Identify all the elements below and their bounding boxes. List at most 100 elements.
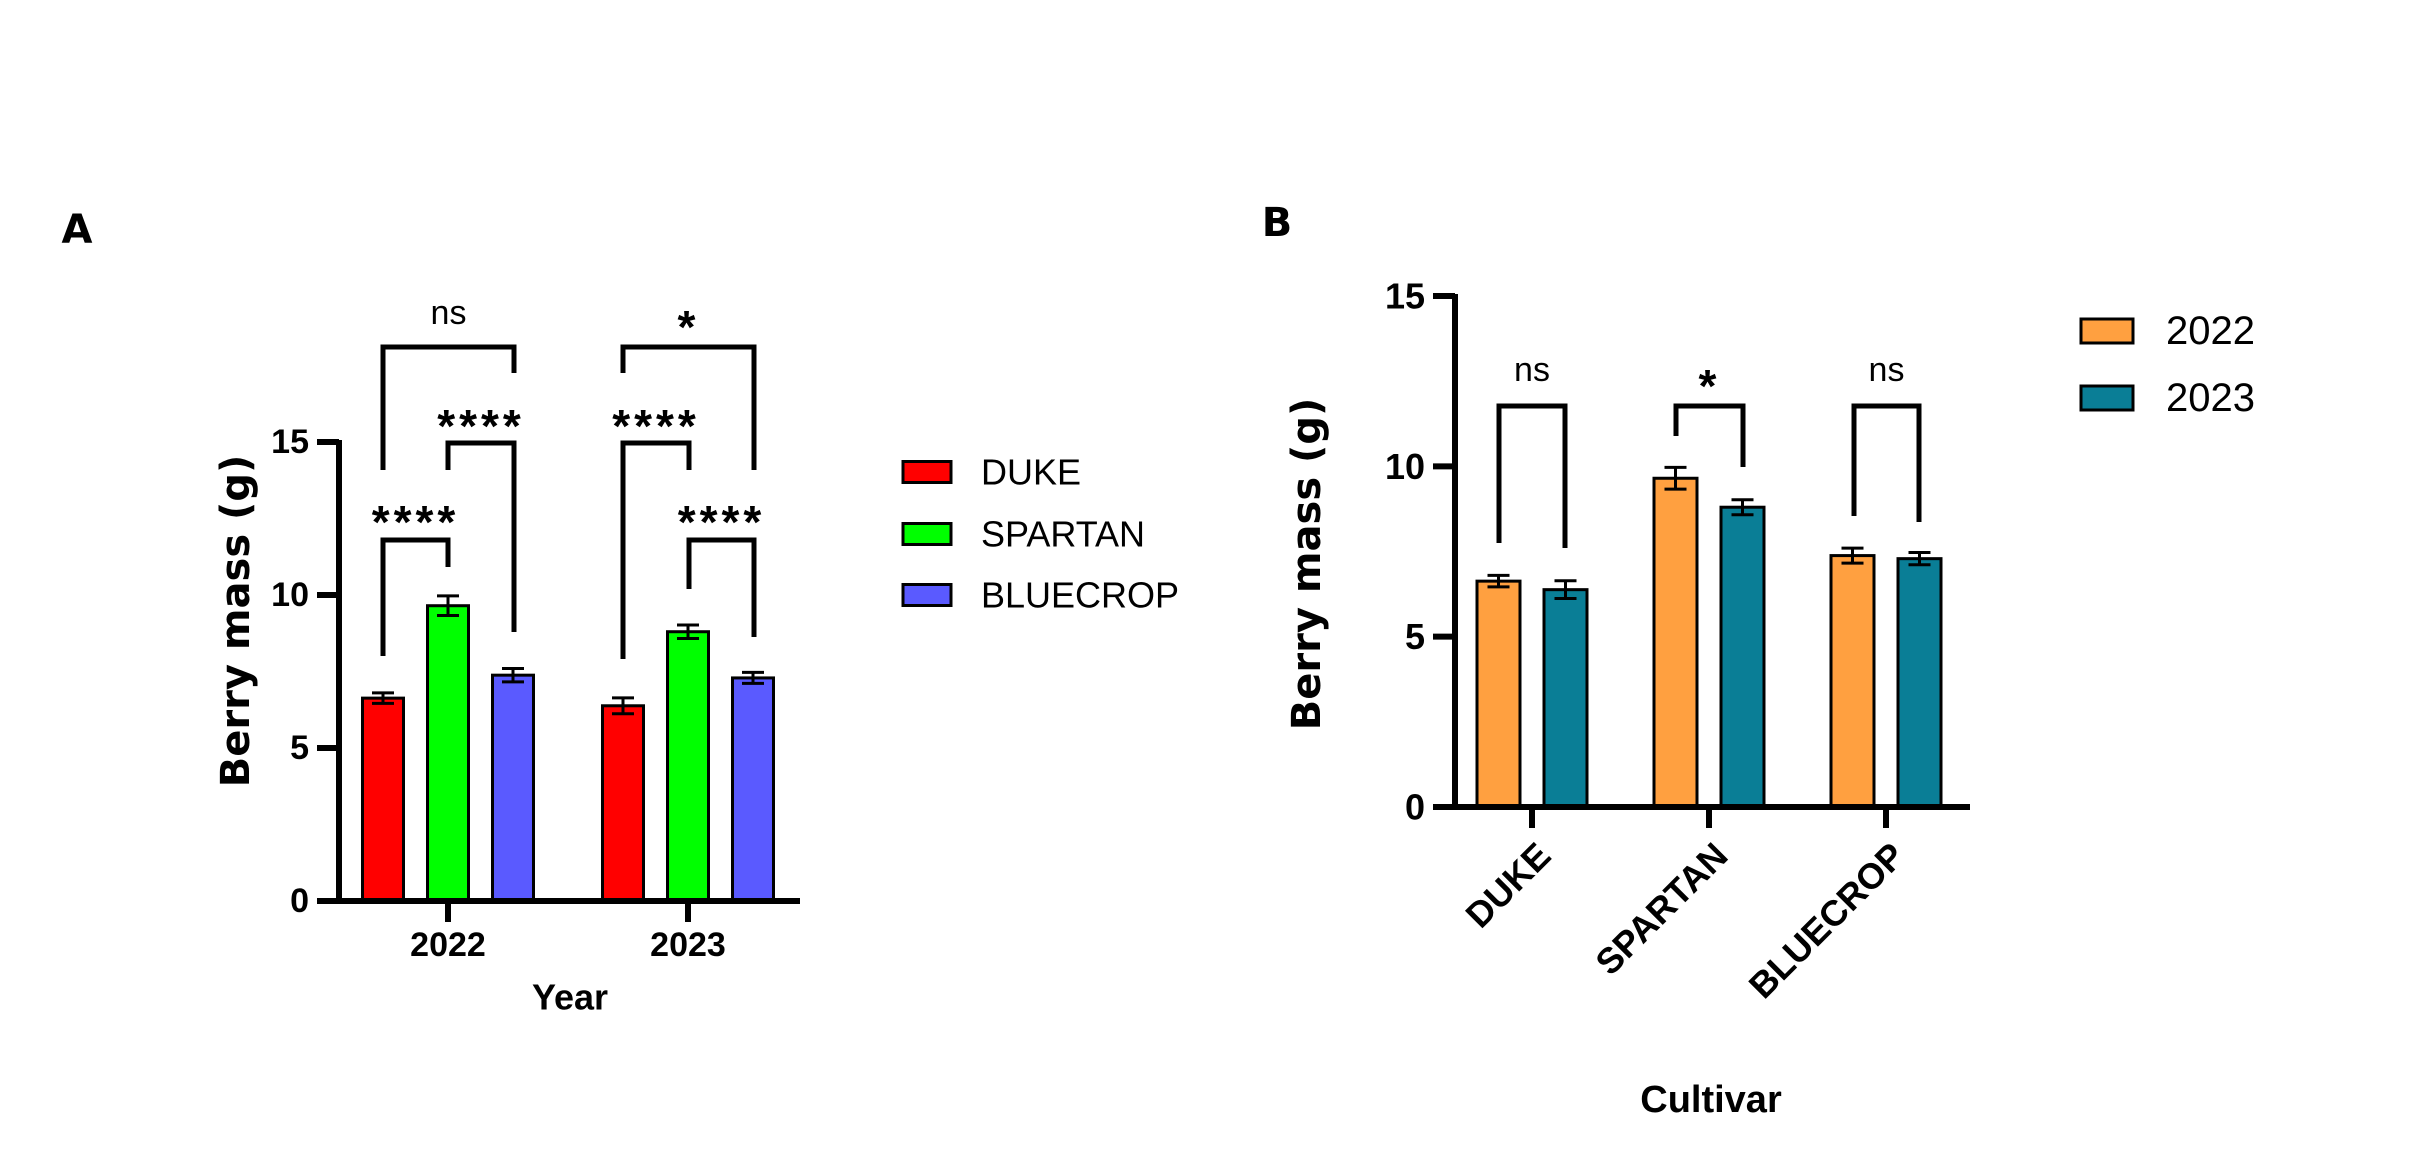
error-bar [502, 666, 524, 684]
significance-bracket: **** [437, 400, 525, 632]
y-tick-label: 5 [1405, 616, 1425, 657]
significance-brackets-a: ********ns********* [372, 294, 766, 659]
bar-2023-bluecrop [1896, 557, 1943, 809]
significance-label: **** [437, 400, 525, 452]
error-bars-b [1487, 465, 1931, 601]
bar-spartan-2023 [666, 630, 710, 903]
legend-label: 2022 [2166, 309, 2255, 353]
x-ticks-a: 2022 2023 [410, 901, 726, 964]
bar-2023-spartan [1719, 505, 1766, 809]
error-bar [1841, 546, 1864, 565]
legend-item-2022: 2022 [2079, 309, 2255, 353]
bar-2022-duke [1475, 579, 1522, 809]
bars-a [361, 604, 775, 903]
bar-2022-bluecrop [1829, 554, 1876, 809]
legend-label: DUKE [981, 452, 1081, 493]
y-tick-label: 15 [271, 423, 309, 461]
significance-bracket: * [620, 301, 757, 470]
significance-bracket: ns [1851, 351, 1922, 522]
bar-duke-2022 [361, 696, 405, 903]
legend-swatch [901, 460, 953, 484]
y-ticks-b: 0 5 10 15 [1385, 276, 1455, 828]
legend-item-bluecrop: BLUECROP [901, 575, 1179, 616]
legend-item-spartan: SPARTAN [901, 514, 1145, 555]
significance-bracket: **** [612, 400, 700, 659]
bracket-line [380, 344, 517, 470]
x-ticks-b: DUKE SPARTAN BLUECROP [1457, 807, 1912, 1006]
significance-label: **** [372, 496, 460, 548]
significance-bracket: **** [372, 496, 460, 656]
significance-bracket: **** [678, 496, 766, 637]
y-tick-label: 10 [271, 576, 309, 614]
significance-bracket: ns [1496, 351, 1568, 548]
significance-bracket: * [1673, 360, 1746, 467]
legend-swatch [901, 522, 953, 546]
legend-b: 2022 2023 [2079, 309, 2255, 420]
x-tick-label: BLUECROP [1741, 835, 1913, 1007]
bracket-line [1673, 403, 1746, 467]
legend-swatch [2079, 384, 2135, 412]
error-bar [1664, 465, 1687, 491]
error-bar [1908, 551, 1931, 567]
x-tick-label: 2023 [650, 926, 726, 964]
x-tick-label: 2022 [410, 926, 486, 964]
y-tick-label: 10 [1385, 446, 1425, 487]
significance-label: ns [1514, 351, 1550, 389]
error-bar [677, 623, 699, 640]
bracket-line [620, 344, 757, 470]
legend-swatch [901, 583, 953, 607]
x-axis-title-a: Year [532, 977, 608, 1018]
y-tick-label: 0 [1405, 787, 1425, 828]
bars-b [1475, 476, 1943, 809]
error-bar [372, 691, 394, 705]
significance-label: ns [1869, 351, 1905, 389]
legend-label: BLUECROP [981, 575, 1179, 616]
bar-2022-spartan [1652, 476, 1699, 809]
bracket-line [445, 440, 517, 632]
significance-label: **** [612, 400, 700, 452]
significance-label: ns [431, 294, 467, 332]
bar-duke-2023 [601, 704, 645, 903]
y-tick-label: 5 [290, 729, 309, 767]
bracket-line [1496, 403, 1568, 548]
panel-label-b: B [1262, 200, 1293, 246]
legend-item-2023: 2023 [2079, 376, 2255, 420]
bar-bluecrop-2023 [731, 676, 775, 903]
error-bar [1487, 573, 1510, 589]
bracket-line [686, 537, 757, 637]
bar-bluecrop-2022 [491, 673, 535, 903]
y-tick-label: 0 [290, 882, 309, 920]
error-bar [437, 594, 459, 618]
bracket-line [620, 440, 692, 659]
x-tick-label: DUKE [1457, 835, 1558, 936]
legend-swatch [2079, 317, 2135, 345]
panel-b: B Berry mass (g) Cultivar 0 5 10 15 DUKE SPA… [1262, 200, 2255, 1121]
legend-label: SPARTAN [981, 514, 1145, 555]
significance-brackets-b: ns * ns [1496, 351, 1922, 548]
error-bar [1554, 579, 1577, 601]
y-axis-title-a: Berry mass (g) [213, 455, 259, 787]
significance-label: * [1699, 360, 1721, 412]
error-bar [1731, 498, 1754, 517]
panel-label-a: A [62, 207, 93, 253]
bar-2023-duke [1542, 588, 1589, 809]
bar-spartan-2022 [426, 604, 470, 903]
significance-label: * [678, 301, 700, 353]
y-axis-title-b: Berry mass (g) [1284, 398, 1330, 730]
y-ticks-a: 0 5 10 15 [271, 423, 339, 920]
x-tick-label: SPARTAN [1587, 835, 1735, 983]
x-axis-title-b: Cultivar [1640, 1079, 1782, 1121]
error-bar [742, 670, 764, 685]
significance-label: **** [678, 496, 766, 548]
error-bar [612, 696, 634, 716]
y-tick-label: 15 [1385, 276, 1425, 317]
error-bars-a [372, 594, 764, 716]
legend-item-duke: DUKE [901, 452, 1081, 493]
legend-a: DUKE SPARTAN BLUECROP [901, 452, 1179, 616]
bracket-line [1851, 403, 1922, 522]
bracket-line [380, 537, 451, 656]
legend-label: 2023 [2166, 376, 2255, 420]
significance-bracket: ns [380, 294, 517, 470]
